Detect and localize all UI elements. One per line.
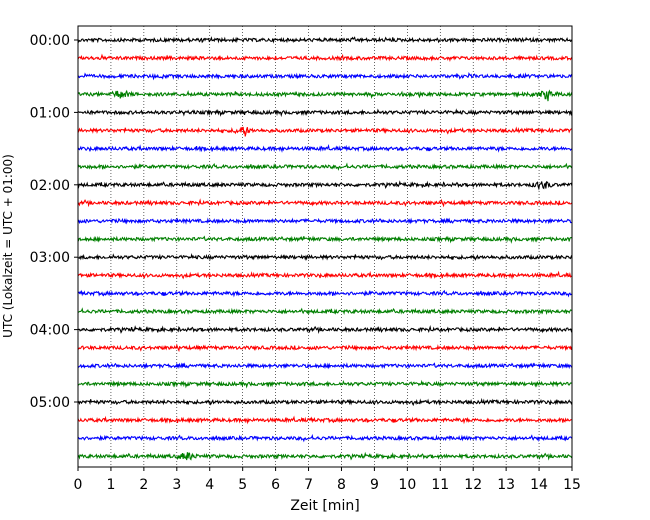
y-tick-label: 05:00 bbox=[30, 395, 70, 411]
trace-3 bbox=[77, 89, 573, 102]
y-tick-label: 01:00 bbox=[30, 105, 70, 121]
trace-21 bbox=[77, 415, 573, 425]
trace-7 bbox=[77, 162, 573, 171]
x-tick-label: 8 bbox=[337, 477, 346, 493]
trace-12 bbox=[77, 253, 573, 261]
x-tick-label: 13 bbox=[497, 477, 515, 493]
y-tick-label: 00:00 bbox=[30, 33, 70, 49]
y-tick-label: 03:00 bbox=[30, 250, 70, 266]
x-tick-label: 6 bbox=[271, 477, 280, 493]
trace-1 bbox=[77, 53, 573, 63]
plot-frame bbox=[77, 25, 573, 468]
x-tick-label: 0 bbox=[74, 477, 83, 493]
traces-group bbox=[77, 36, 573, 461]
y-axis-ticks: 00:00 01:00 02:00 03:00 04:00 05:00 bbox=[30, 33, 78, 411]
x-tick-label: 1 bbox=[106, 477, 115, 493]
trace-13 bbox=[77, 270, 573, 280]
y-tick-label: 02:00 bbox=[30, 178, 70, 194]
x-tick-label: 3 bbox=[172, 477, 181, 493]
y-axis-label: UTC (Lokalzeit = UTC + 01:00) bbox=[1, 154, 15, 338]
trace-2 bbox=[77, 71, 573, 81]
x-tick-label: 14 bbox=[530, 477, 548, 493]
x-tick-label: 5 bbox=[238, 477, 247, 493]
trace-5 bbox=[77, 126, 573, 137]
trace-11 bbox=[77, 235, 573, 244]
trace-18 bbox=[77, 362, 573, 370]
trace-15 bbox=[77, 307, 573, 316]
trace-22 bbox=[77, 433, 573, 443]
trace-23 bbox=[77, 451, 573, 461]
x-tick-label: 2 bbox=[139, 477, 148, 493]
trace-4 bbox=[77, 108, 573, 118]
x-tick-label: 7 bbox=[304, 477, 313, 493]
trace-19 bbox=[77, 379, 573, 389]
trace-8 bbox=[77, 180, 573, 191]
trace-0 bbox=[77, 36, 573, 44]
trace-9 bbox=[77, 198, 573, 208]
trace-14 bbox=[77, 289, 573, 298]
x-tick-label: 10 bbox=[398, 477, 416, 493]
trace-20 bbox=[77, 397, 573, 407]
trace-10 bbox=[77, 217, 573, 225]
trace-6 bbox=[77, 143, 573, 153]
x-axis-ticks: 0 1 2 3 4 5 6 7 8 9 10 11 12 13 14 15 bbox=[74, 467, 581, 493]
trace-16 bbox=[77, 324, 573, 334]
plot-background bbox=[78, 26, 572, 467]
x-tick-label: 11 bbox=[431, 477, 449, 493]
x-tick-label: 12 bbox=[464, 477, 482, 493]
x-tick-label: 15 bbox=[563, 477, 581, 493]
trace-17 bbox=[77, 343, 573, 353]
x-tick-label: 9 bbox=[370, 477, 379, 493]
x-axis-label: Zeit [min] bbox=[290, 498, 359, 514]
y-tick-label: 04:00 bbox=[30, 323, 70, 339]
x-tick-label: 4 bbox=[205, 477, 214, 493]
